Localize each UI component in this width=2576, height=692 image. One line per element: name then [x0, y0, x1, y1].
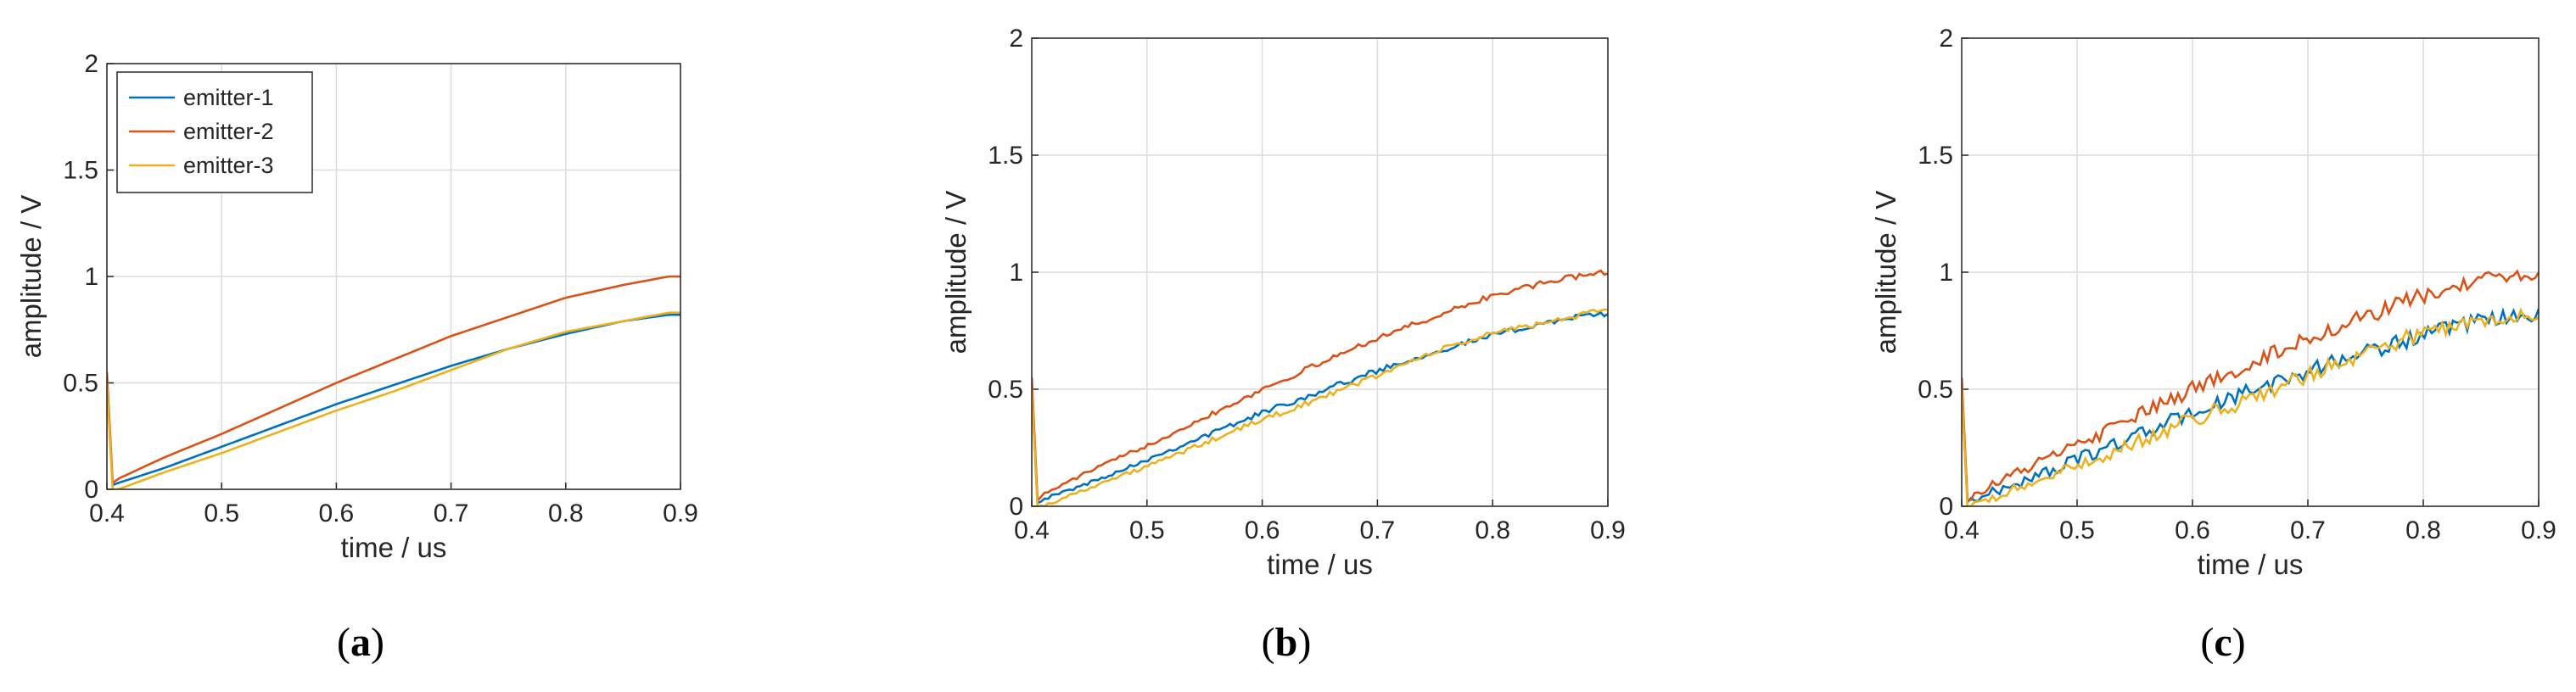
x-tick-label: 0.8	[1475, 516, 1510, 544]
x-axis-label: time / us	[341, 532, 447, 563]
x-tick-label: 0.5	[2059, 516, 2095, 544]
x-tick-label: 0.6	[319, 499, 355, 527]
chart-panel-b: 0.4 0.5 0.6 0.7 0.8 0.9 0 0.5 1 1.5 2 time / us ampl…	[940, 25, 1626, 665]
axes-frame	[1031, 37, 1609, 507]
x-tick-label: 0.4	[1014, 516, 1050, 544]
panel-label: (b)	[1262, 620, 1312, 665]
y-tick-label: 2	[1939, 25, 1953, 53]
y-tick-label: 2	[84, 50, 98, 78]
x-tick-label: 0.7	[2290, 516, 2326, 544]
x-tick-label: 0.9	[663, 499, 698, 527]
x-tick-label: 0.4	[89, 499, 125, 527]
series-line-emitter-2	[107, 275, 680, 486]
y-tick-label: 0.5	[988, 376, 1023, 404]
panel-label: (c)	[2200, 620, 2245, 665]
y-tick-label: 0	[1009, 493, 1023, 521]
y-tick-label: 1	[1009, 259, 1023, 287]
chart-panel-c: 0.4 0.5 0.6 0.7 0.8 0.9 0 0.5 1 1.5 2 time / us ampl…	[1870, 25, 2556, 665]
x-tick-label: 0.8	[548, 499, 584, 527]
x-tick-label: 0.4	[1944, 516, 1980, 544]
y-tick-label: 0	[1939, 493, 1953, 521]
y-tick-label: 1.5	[988, 142, 1023, 170]
x-tick-label: 0.7	[434, 499, 469, 527]
series-line-emitter-1	[107, 313, 680, 487]
x-tick-label: 0.6	[2175, 516, 2210, 544]
x-tick-label: 0.8	[2405, 516, 2441, 544]
chart-panel-a: 0.4 0.5 0.6 0.7 0.8 0.9 0 0.5 1 1.5 2 time / us ampl…	[15, 50, 698, 665]
y-tick-label: 1.5	[1918, 142, 1953, 170]
panel-label: (a)	[337, 620, 384, 665]
y-tick-label: 1	[1939, 259, 1953, 287]
legend: emitter-1 emitter-2 emitter-3	[116, 71, 313, 193]
series-line-emitter-2	[1962, 269, 2539, 501]
x-tick-label: 0.9	[1590, 516, 1626, 544]
x-tick-label: 0.5	[1129, 516, 1165, 544]
y-tick-label: 1	[84, 263, 98, 291]
y-tick-label: 2	[1009, 25, 1023, 53]
y-axis-label: amplitude / V	[15, 195, 47, 359]
x-tick-label: 0.7	[1360, 516, 1396, 544]
x-axis-label: time / us	[1267, 549, 1373, 580]
series-line-emitter-3	[107, 311, 680, 489]
y-axis-label: amplitude / V	[1870, 191, 1901, 354]
x-tick-label: 0.5	[204, 499, 239, 527]
x-axis-label: time / us	[2198, 549, 2304, 580]
x-tick-label: 0.9	[2521, 516, 2556, 544]
legend-entry-emitter-2: emitter-2	[183, 119, 274, 144]
series-line-emitter-3	[1962, 307, 2539, 506]
y-tick-label: 0	[84, 476, 98, 504]
axes-frame	[106, 63, 681, 490]
y-tick-label: 1.5	[63, 157, 98, 185]
legend-entry-emitter-3: emitter-3	[183, 153, 274, 178]
series-line-emitter-3	[1032, 308, 1608, 506]
y-tick-label: 0.5	[1918, 376, 1953, 404]
y-tick-label: 0.5	[63, 370, 98, 398]
x-tick-label: 0.6	[1245, 516, 1280, 544]
axes-frame	[1961, 37, 2540, 507]
y-axis-label: amplitude / V	[940, 191, 972, 354]
series-line-emitter-2	[1032, 269, 1608, 504]
legend-entry-emitter-1: emitter-1	[183, 85, 274, 110]
